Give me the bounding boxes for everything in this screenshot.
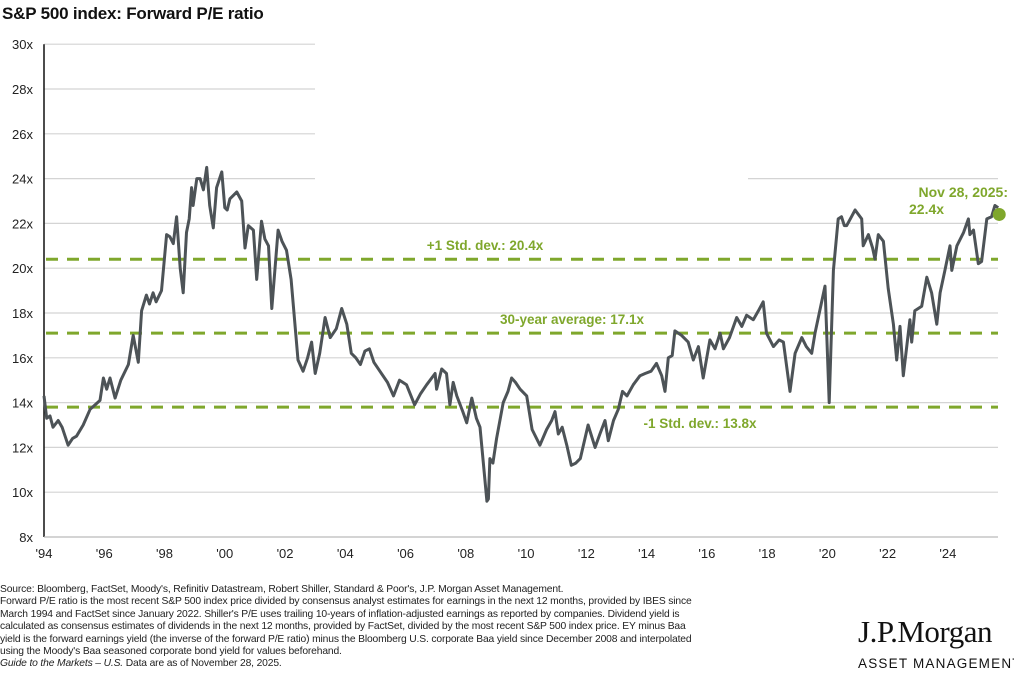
footnote-line: yield is the forward earnings yield (the… [0,633,692,645]
y-axis: 8x 10x 12x 14x 16x 18x 20x 22x 24x 26x 28x 30x [12,37,45,545]
y-tick-label: 10x [12,485,33,500]
logo-subtitle: ASSET MANAGEMENT [858,656,1014,671]
x-tick-label: '12 [578,546,595,561]
x-axis: '94 '96 '98 '00 '02 '04 '06 '08 '10 '12 '14 '16 '18 '… [36,536,998,561]
x-tick-label: '24 [939,546,956,561]
reference-line-label: 30-year average: 17.1x [500,312,645,327]
footnote-date: Guide to the Markets – U.S. Data are as … [0,658,850,670]
latest-annotation: Nov 28, 2025:22.4x [909,184,1008,221]
logo-wordmark: J.P.Morgan [858,614,992,649]
reference-line-label: -1 Std. dev.: 13.8x [643,416,757,431]
footnote-line: using the Moody's Baa seasoned corporate… [0,646,342,658]
x-tick-label: '16 [698,546,715,561]
x-tick-label: '96 [96,546,113,561]
y-tick-label: 12x [12,440,33,455]
annotation-value: 22.4x [909,201,944,217]
y-tick-label: 14x [12,396,33,411]
x-tick-label: '20 [819,546,836,561]
guide-title: Guide to the Markets – U.S. [0,658,124,670]
footnote-line: calculated as consensus estimates of div… [0,621,686,633]
annotation-date: Nov 28, 2025: [919,184,1009,200]
x-tick-label: '06 [397,546,414,561]
footnote-source: Source: Bloomberg, FactSet, Moody's, Ref… [0,584,564,595]
latest-point-marker [992,207,1006,221]
x-tick-label: '10 [518,546,535,561]
forward-pe-line [42,165,1000,503]
x-tick-label: '98 [156,546,173,561]
pe-ratio-chart: +1 Std. dev.: 20.4x 30-year average: 17.1… [12,37,1008,561]
x-tick-label: '22 [879,546,896,561]
y-tick-label: 28x [12,82,33,97]
x-tick-label: '94 [36,546,53,561]
gridlines [44,43,998,493]
y-tick-label: 20x [12,261,33,276]
y-tick-label: 8x [19,530,33,545]
as-of-date: Data are as of November 28, 2025. [123,658,282,670]
y-tick-label: 24x [12,172,33,187]
reference-lines: +1 Std. dev.: 20.4x 30-year average: 17.1… [46,238,998,431]
y-tick-label: 18x [12,306,33,321]
x-tick-label: '00 [216,546,233,561]
y-tick-label: 30x [12,37,33,52]
footnotes: Source: Bloomberg, FactSet, Moody's, Ref… [0,584,850,671]
footnote-line: March 1994 and FactSet since January 202… [0,608,680,620]
jpmorgan-logo: J.P.Morgan ASSET MANAGEMENT [858,614,1014,671]
footnote-line: Forward P/E ratio is the most recent S&P… [0,596,692,608]
y-tick-label: 26x [12,127,33,142]
chart-title: S&P 500 index: Forward P/E ratio [2,4,264,23]
x-tick-label: '04 [337,546,354,561]
x-tick-label: '02 [277,546,294,561]
x-tick-label: '08 [457,546,474,561]
y-tick-label: 22x [12,216,33,231]
reference-line-label: +1 Std. dev.: 20.4x [427,238,544,253]
x-tick-label: '18 [759,546,776,561]
x-tick-label: '14 [638,546,655,561]
y-tick-label: 16x [12,351,33,366]
